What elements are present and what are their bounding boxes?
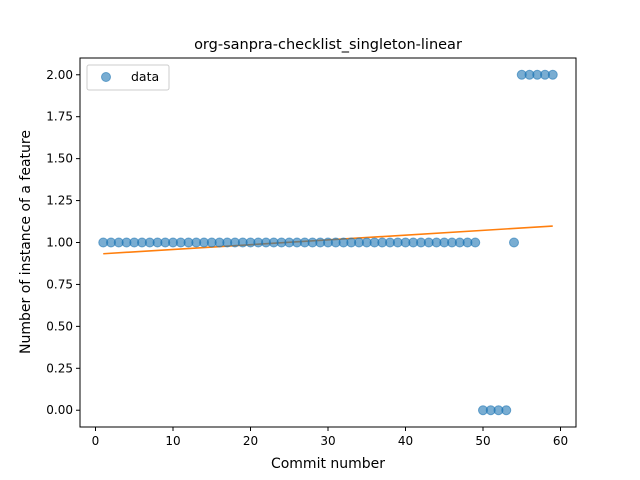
x-tick-label: 50: [475, 434, 490, 448]
axis-ticks: 0 10 20 30 40 50 60 0.00 0.25 0.50 0.75 1.00 1.25 1.5…: [46, 68, 568, 448]
y-tick-label: 1.00: [46, 236, 73, 250]
data-point: [501, 405, 512, 416]
legend-box: [86, 64, 170, 91]
data-point: [509, 237, 519, 248]
legend-label-data: data: [131, 69, 159, 84]
legend: data: [86, 64, 170, 91]
data-points-layer: [98, 69, 558, 416]
x-tick-label: 40: [398, 434, 413, 448]
chart-title: org-sanpra-checklist_singleton-linear: [194, 37, 462, 53]
legend-marker-data: [101, 72, 111, 82]
y-tick-label: 0.75: [46, 277, 73, 291]
y-tick-label: 1.50: [46, 152, 73, 166]
x-tick-label: 60: [553, 434, 568, 448]
y-tick-label: 1.25: [46, 194, 73, 208]
y-tick-label: 0.50: [46, 319, 73, 333]
x-tick-label: 0: [92, 434, 100, 448]
y-tick-label: 2.00: [46, 68, 73, 82]
x-tick-label: 10: [165, 434, 180, 448]
y-tick-label: 0.25: [46, 361, 73, 375]
data-point: [547, 69, 558, 80]
x-tick-label: 20: [243, 434, 258, 448]
y-axis-title: Number of instance of a feature: [18, 130, 34, 354]
plot-area-frame: [79, 57, 577, 428]
y-tick-label: 0.00: [46, 403, 73, 417]
y-tick-label: 1.75: [46, 110, 73, 124]
x-tick-label: 30: [320, 434, 335, 448]
x-axis-title: Commit number: [271, 456, 385, 472]
data-point: [470, 237, 481, 248]
